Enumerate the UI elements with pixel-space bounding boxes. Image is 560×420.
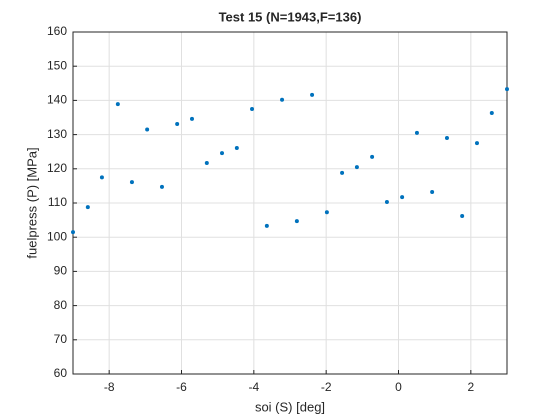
y-tick-label: 150 bbox=[47, 58, 67, 72]
point bbox=[85, 205, 90, 210]
x-tick-label: -6 bbox=[176, 380, 187, 394]
point bbox=[505, 87, 509, 92]
point bbox=[384, 199, 389, 204]
point bbox=[99, 175, 104, 180]
point bbox=[324, 210, 329, 215]
point bbox=[474, 141, 479, 146]
point bbox=[414, 130, 419, 135]
point bbox=[264, 223, 269, 228]
y-tick-label: 130 bbox=[47, 127, 67, 141]
point bbox=[234, 145, 239, 150]
point bbox=[71, 230, 75, 235]
x-axis-label: soi (S) [deg] bbox=[255, 399, 325, 414]
point bbox=[400, 195, 405, 200]
point bbox=[354, 165, 359, 170]
plot-frame bbox=[72, 31, 508, 375]
point bbox=[145, 127, 150, 132]
point bbox=[280, 97, 285, 102]
point bbox=[430, 190, 435, 195]
point bbox=[310, 92, 315, 97]
chart-title: Test 15 (N=1943,F=136) bbox=[219, 9, 362, 24]
y-tick-label: 120 bbox=[47, 161, 67, 175]
point bbox=[294, 219, 299, 224]
point bbox=[115, 102, 120, 107]
point bbox=[370, 154, 375, 159]
point bbox=[444, 136, 449, 141]
y-tick-label: 140 bbox=[47, 93, 67, 107]
y-tick-label: 70 bbox=[54, 332, 68, 346]
point bbox=[189, 116, 194, 121]
point bbox=[175, 121, 180, 126]
point bbox=[159, 184, 164, 189]
point bbox=[220, 151, 225, 156]
point bbox=[250, 106, 255, 111]
point bbox=[489, 111, 494, 116]
x-tick-label: -2 bbox=[321, 380, 332, 394]
y-tick-label: 100 bbox=[47, 229, 67, 243]
x-tick-label: -8 bbox=[104, 380, 115, 394]
x-tick-label: -4 bbox=[248, 380, 259, 394]
y-tick-label: 160 bbox=[47, 24, 67, 38]
point bbox=[129, 180, 134, 185]
y-tick-label: 80 bbox=[54, 298, 68, 312]
point bbox=[204, 160, 209, 165]
y-axis-label: fuelpress (P) [MPa] bbox=[24, 147, 39, 258]
y-tick-label: 110 bbox=[48, 195, 67, 209]
point bbox=[460, 213, 465, 218]
y-tick-label: 60 bbox=[54, 366, 68, 380]
x-tick-label: 2 bbox=[467, 380, 474, 394]
y-tick-label: 90 bbox=[54, 264, 68, 278]
point bbox=[340, 170, 345, 175]
x-tick-label: 0 bbox=[395, 380, 402, 394]
